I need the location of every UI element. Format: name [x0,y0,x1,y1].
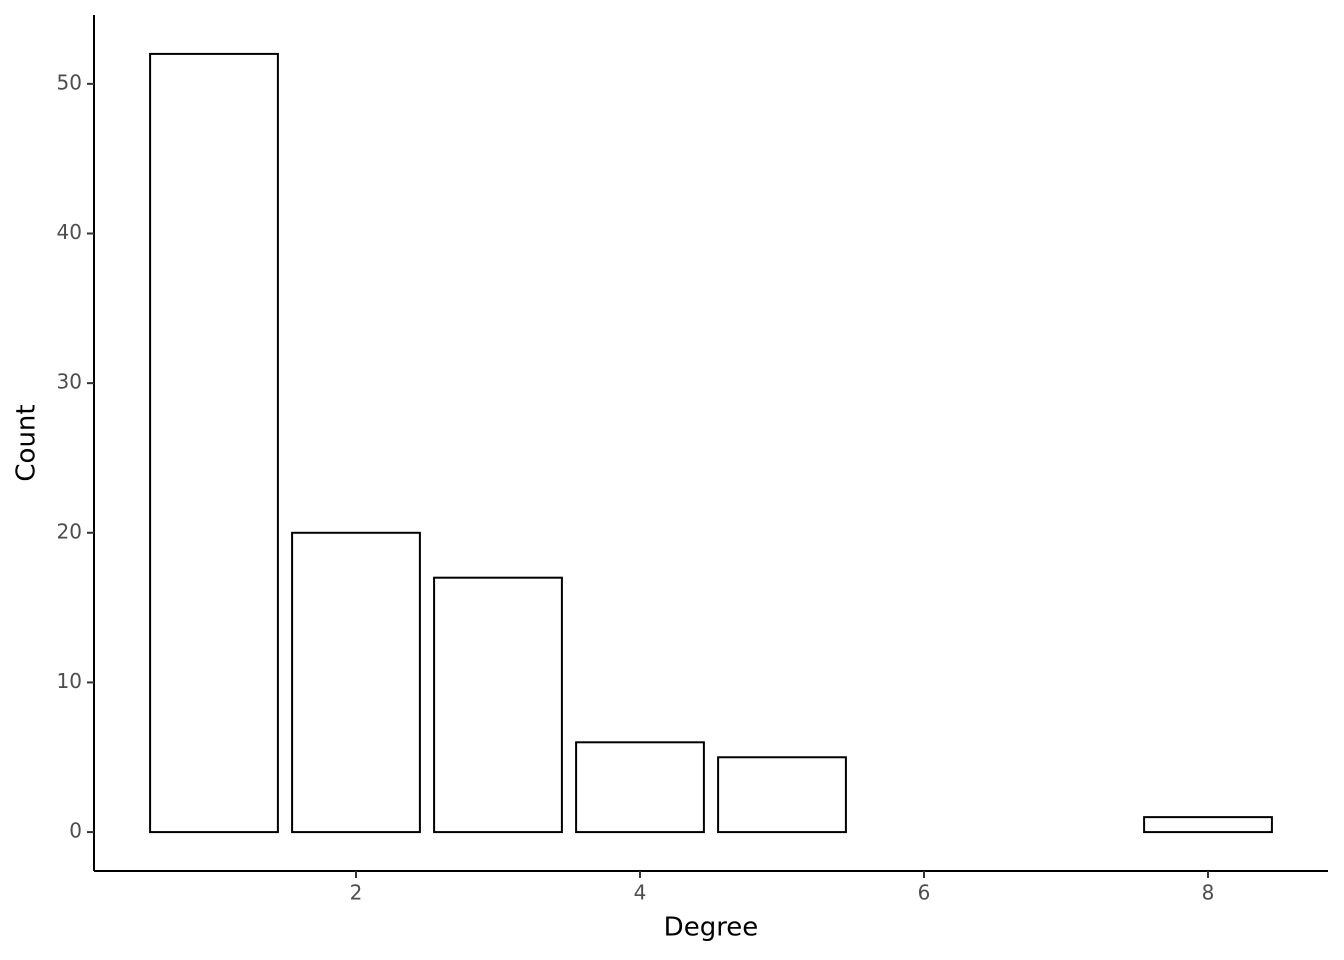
y-tick-label: 40 [57,220,82,244]
x-tick-label: 6 [918,881,931,905]
y-axis-title: Count [12,404,42,481]
bar [149,52,279,834]
x-tick-label: 8 [1202,881,1215,905]
y-tick-label: 50 [57,70,82,94]
x-tick-label: 2 [350,881,363,905]
bar [291,531,421,834]
y-tick-label: 20 [57,519,82,543]
x-axis-title: Degree [664,913,759,943]
y-tick-label: 0 [69,819,82,843]
y-tick-label: 10 [57,669,82,693]
bar [1143,816,1273,834]
bar [575,741,705,834]
bar [433,576,563,834]
y-tick-label: 30 [57,370,82,394]
bar [717,756,847,834]
x-tick-label: 4 [634,881,647,905]
